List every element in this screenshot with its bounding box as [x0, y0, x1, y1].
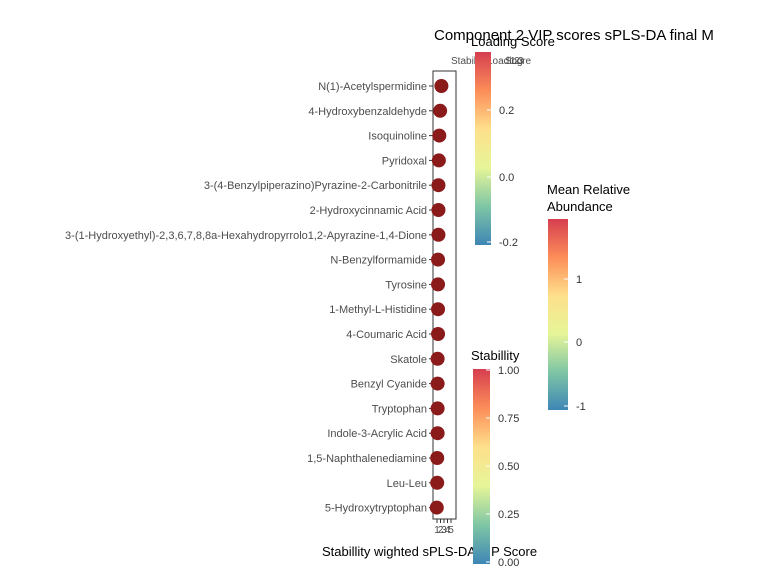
legend-stabillity-title: Stabillity	[471, 348, 520, 363]
y-tick-label: Tyrosine	[385, 279, 427, 291]
data-point	[431, 227, 446, 242]
legend-tick-label: 0.50	[498, 461, 519, 473]
y-tick-label: 2-Hydroxycinnamic Acid	[310, 205, 427, 217]
legend-abundance-title-2: Abundance	[547, 199, 613, 214]
chart-title: Component 2 VIP scores sPLS-DA final M	[434, 27, 714, 44]
data-point	[431, 327, 446, 341]
legend-loading-score: Loading Score 0.2 0.0 -0.2	[471, 34, 555, 249]
y-tick-label: 1-Methyl-L-Histidine	[329, 304, 427, 316]
y-tick-label: 5-Hydroxytryptophan	[325, 503, 427, 515]
legend-stabillity: Stabillity 1.00 0.75 0.50 0.25 0.00	[471, 348, 520, 569]
legend-tick-label: -0.2	[499, 237, 518, 249]
data-point	[431, 302, 446, 317]
data-point	[430, 451, 445, 465]
data-point	[431, 277, 446, 292]
data-point	[431, 153, 446, 168]
data-point	[430, 426, 445, 441]
y-tick-label: Leu-Leu	[387, 478, 427, 490]
overlap-strip-label: Score	[505, 56, 532, 67]
legend-tick-label: 0.25	[498, 509, 519, 521]
data-point	[430, 401, 445, 416]
y-tick-label: 3-(4-Benzylpiperazino)Pyrazine-2-Carboni…	[204, 180, 427, 192]
legend-tick-label: 0.2	[499, 105, 514, 117]
y-tick-label: 4-Hydroxybenzaldehyde	[308, 106, 427, 118]
facet-strip-label: Stabillity	[451, 56, 488, 67]
y-tick-label: Isoquinoline	[368, 131, 427, 143]
legend-mean-relative-abundance: Mean Relative Abundance 1 0 -1	[547, 182, 630, 413]
data-point	[429, 500, 444, 515]
data-point	[430, 475, 445, 490]
overlap-strip-label: 1	[510, 56, 516, 67]
legend-abundance-title-1: Mean Relative	[547, 182, 630, 197]
legend-tick-label: 0.00	[498, 557, 519, 569]
data-point	[433, 103, 448, 118]
data-point	[431, 252, 446, 267]
y-tick-label: Indole-3-Acrylic Acid	[327, 428, 427, 440]
data-point	[430, 376, 445, 391]
x-tick-label: 1	[434, 525, 440, 536]
y-tick-label: 3-(1-Hydroxyethyl)-2,3,6,7,8,8a-Hexahydr…	[65, 230, 427, 242]
data-points	[429, 79, 449, 515]
y-tick-label: 4-Coumaric Acid	[346, 329, 427, 341]
y-tick-label: N(1)-Acetylspermidine	[318, 81, 427, 93]
y-tick-label: Skatole	[390, 354, 427, 366]
data-point	[430, 351, 445, 366]
legend-tick-label: 1	[576, 274, 582, 286]
x-tick-label: 2	[438, 525, 444, 536]
y-tick-label: N-Benzylformamide	[330, 255, 427, 267]
y-axis-labels: N(1)-Acetylspermidine 4-Hydroxybenzaldehy…	[65, 81, 433, 515]
overlap-strip-label: 3	[518, 56, 524, 67]
legend-tick-label: -1	[576, 401, 586, 413]
legend-tick-label: 0.0	[499, 172, 514, 184]
y-tick-label: 1,5-Naphthalenediamine	[307, 453, 427, 465]
x-tick-label: 5	[448, 525, 454, 536]
data-point	[431, 178, 446, 193]
overlap-strip-label: Loading	[487, 56, 523, 67]
overlap-strip-label: 2	[514, 56, 520, 67]
data-point	[431, 203, 446, 217]
legend-loading-title: Loading Score	[471, 34, 555, 49]
legend-tick-label: 0	[576, 337, 582, 349]
y-tick-label: Tryptophan	[372, 403, 427, 415]
y-tick-label: Pyridoxal	[382, 155, 427, 167]
legend-tick-label: 1.00	[498, 365, 519, 377]
y-tick-label: Benzyl Cyanide	[351, 379, 427, 391]
data-point	[432, 128, 447, 143]
legend-tick-label: 0.75	[498, 413, 519, 425]
data-point	[434, 79, 449, 93]
x-tick-label: 3	[441, 525, 447, 536]
x-tick-label: 4	[445, 525, 451, 536]
